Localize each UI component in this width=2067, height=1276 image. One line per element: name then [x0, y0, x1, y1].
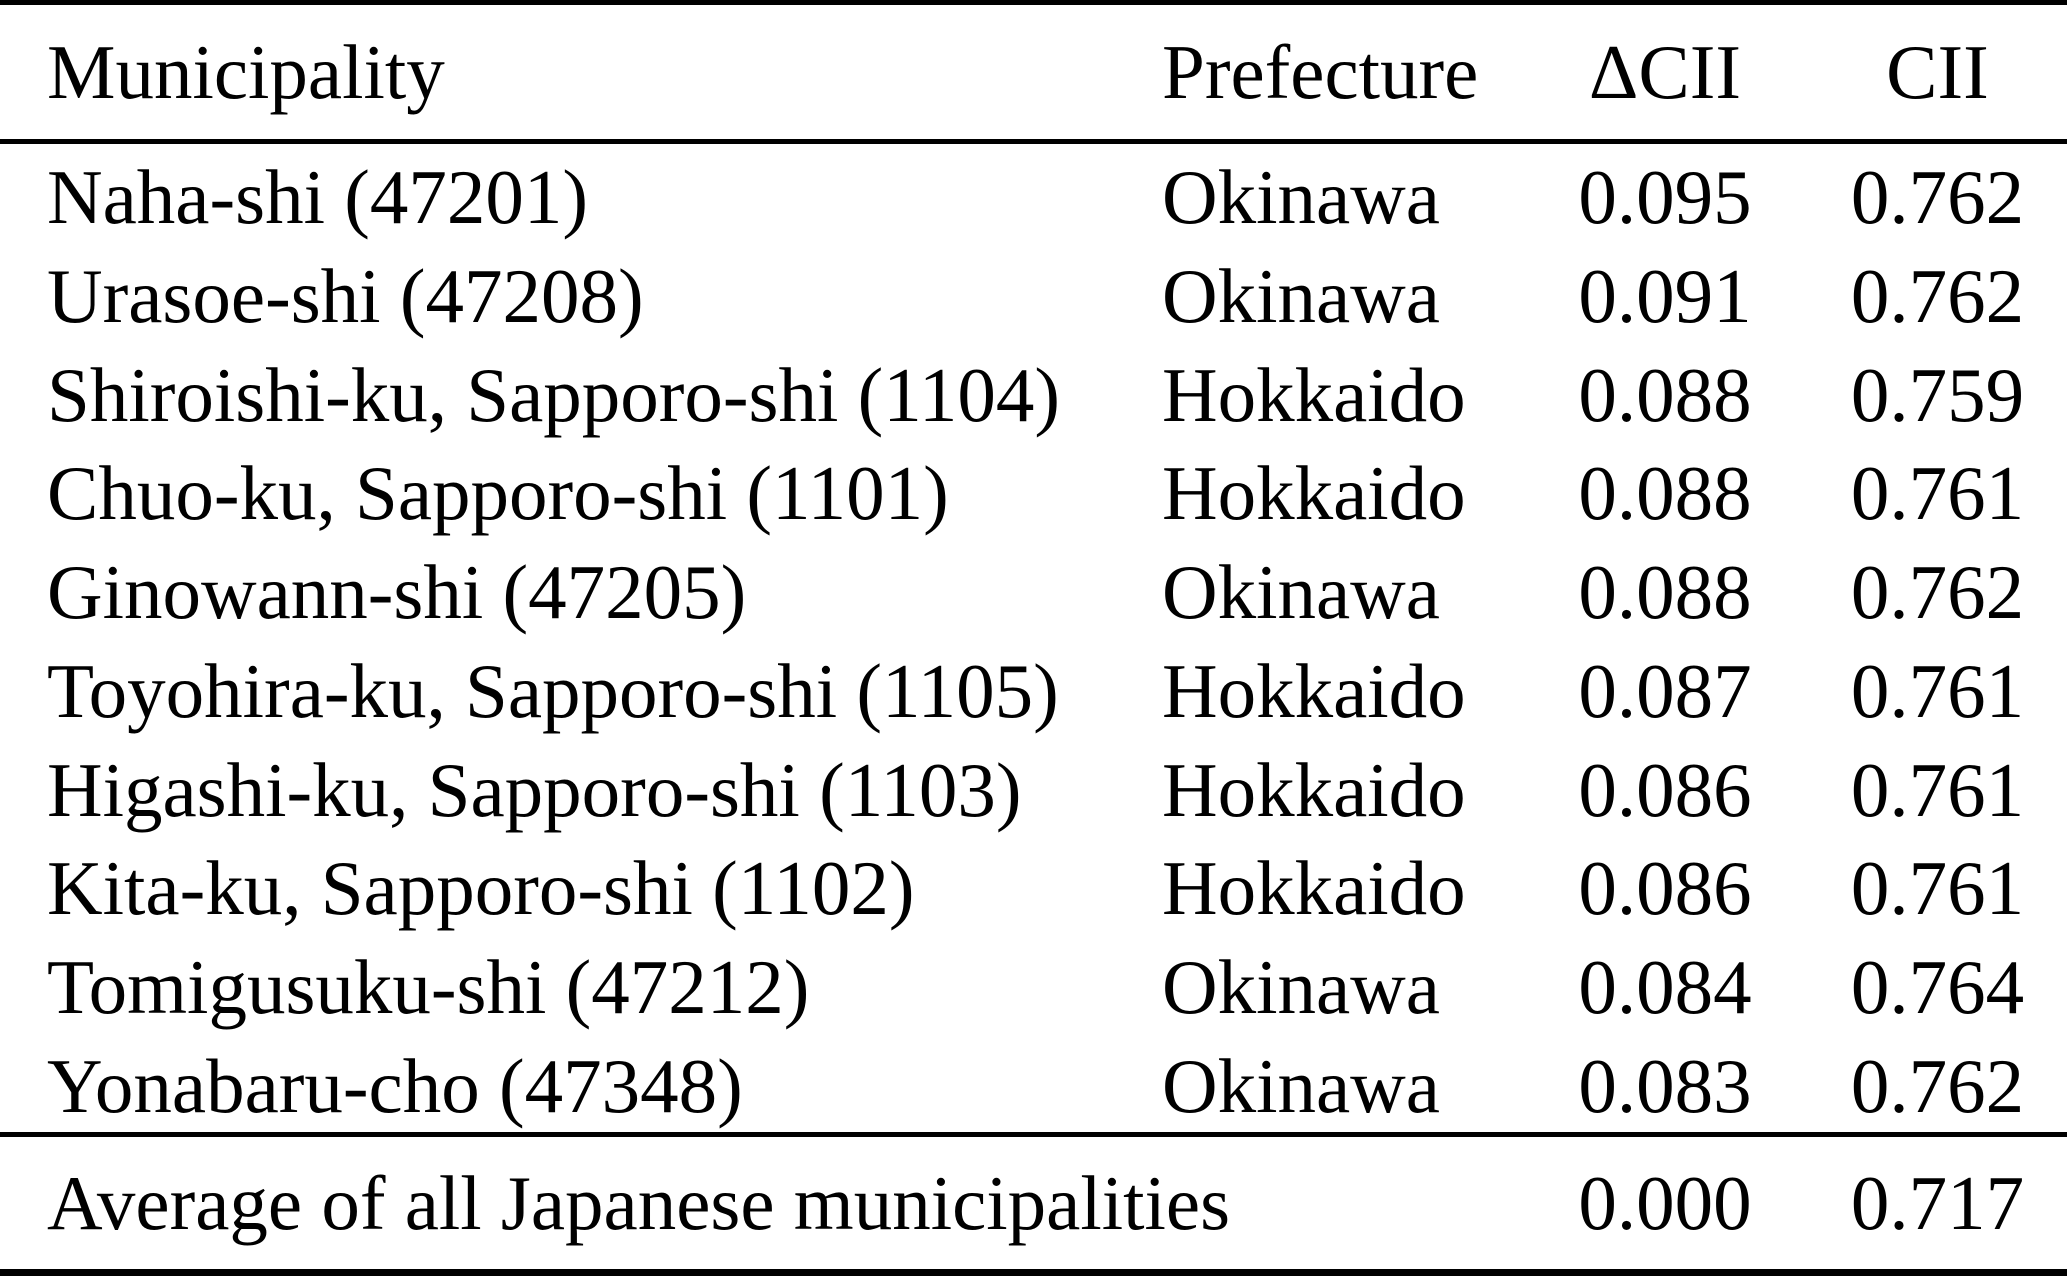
prefecture-cell: Hokkaido — [1162, 845, 1466, 932]
cii-cell: 0.761 — [1850, 450, 2025, 537]
cii-cell: 0.762 — [1850, 549, 2025, 636]
col-header-delta-cii: ΔCII — [1588, 28, 1742, 115]
municipality-cell: Yonabaru-cho (47348) — [47, 1043, 743, 1130]
cii-cell: 0.761 — [1850, 746, 2025, 833]
municipality-cell: Kita-ku, Sapporo-shi (1102) — [47, 845, 915, 932]
col-header-cii: CII — [1886, 28, 1989, 115]
delta-cii-cell: 0.088 — [1578, 450, 1752, 537]
prefecture-cell: Okinawa — [1162, 153, 1440, 240]
table-row: Naha-shi (47201) Okinawa 0.095 0.762 — [0, 142, 2067, 243]
cii-cell: 0.762 — [1850, 1043, 2025, 1130]
municipality-cell: Shiroishi-ku, Sapporo-shi (1104) — [47, 351, 1061, 438]
cii-cell: 0.761 — [1850, 647, 2025, 734]
municipality-cell: Higashi-ku, Sapporo-shi (1103) — [47, 746, 1022, 833]
table-footer-row: Average of all Japanese municipalities 0… — [0, 1134, 2067, 1273]
delta-cii-cell: 0.095 — [1578, 153, 1752, 240]
table-row: Chuo-ku, Sapporo-shi (1101) Hokkaido 0.0… — [0, 440, 2067, 539]
delta-cii-cell: 0.087 — [1578, 647, 1752, 734]
prefecture-cell: Hokkaido — [1162, 647, 1466, 734]
table-body: Naha-shi (47201) Okinawa 0.095 0.762 Ura… — [0, 142, 2067, 1135]
delta-cii-cell: 0.086 — [1578, 746, 1752, 833]
prefecture-cell: Okinawa — [1162, 252, 1440, 339]
table-row: Urasoe-shi (47208) Okinawa 0.091 0.762 — [0, 243, 2067, 342]
municipality-cell: Urasoe-shi (47208) — [47, 252, 644, 339]
cii-cell: 0.762 — [1850, 153, 2025, 240]
cii-cell: 0.759 — [1850, 351, 2025, 438]
table-header-row: Municipality Prefecture ΔCII CII — [0, 3, 2067, 142]
cii-cell: 0.764 — [1850, 944, 2025, 1031]
delta-cii-cell: 0.084 — [1578, 944, 1752, 1031]
col-header-municipality: Municipality — [47, 28, 445, 115]
table-row: Tomigusuku-shi (47212) Okinawa 0.084 0.7… — [0, 934, 2067, 1033]
prefecture-cell: Okinawa — [1162, 549, 1440, 636]
prefecture-cell: Hokkaido — [1162, 351, 1466, 438]
table-row: Toyohira-ku, Sapporo-shi (1105) Hokkaido… — [0, 638, 2067, 737]
delta-cii-cell: 0.091 — [1578, 252, 1752, 339]
table-row: Yonabaru-cho (47348) Okinawa 0.083 0.762 — [0, 1033, 2067, 1134]
prefecture-cell: Hokkaido — [1162, 450, 1466, 537]
delta-cii-cell: 0.086 — [1578, 845, 1752, 932]
table-footer: Average of all Japanese municipalities 0… — [0, 1134, 2067, 1273]
table-row: Shiroishi-ku, Sapporo-shi (1104) Hokkaid… — [0, 342, 2067, 441]
footer-delta-cii: 0.000 — [1578, 1159, 1752, 1246]
table-row: Ginowann-shi (47205) Okinawa 0.088 0.762 — [0, 539, 2067, 638]
municipality-cell: Naha-shi (47201) — [47, 153, 588, 240]
municipality-cell: Chuo-ku, Sapporo-shi (1101) — [47, 450, 949, 537]
cii-cell: 0.761 — [1850, 845, 2025, 932]
municipality-cell: Ginowann-shi (47205) — [47, 549, 747, 636]
municipality-cell: Tomigusuku-shi (47212) — [47, 944, 810, 1031]
delta-cii-cell: 0.088 — [1578, 351, 1752, 438]
table-row: Kita-ku, Sapporo-shi (1102) Hokkaido 0.0… — [0, 836, 2067, 935]
footer-cii: 0.717 — [1850, 1159, 2025, 1246]
col-header-prefecture: Prefecture — [1162, 28, 1479, 115]
delta-cii-cell: 0.083 — [1578, 1043, 1752, 1130]
delta-cii-cell: 0.088 — [1578, 549, 1752, 636]
table-row: Higashi-ku, Sapporo-shi (1103) Hokkaido … — [0, 737, 2067, 836]
footer-label: Average of all Japanese municipalities — [47, 1159, 1231, 1246]
table-header: Municipality Prefecture ΔCII CII — [0, 3, 2067, 142]
municipality-cell: Toyohira-ku, Sapporo-shi (1105) — [47, 647, 1059, 734]
prefecture-cell: Hokkaido — [1162, 746, 1466, 833]
cii-cell: 0.762 — [1850, 252, 2025, 339]
prefecture-cell: Okinawa — [1162, 1043, 1440, 1130]
prefecture-cell: Okinawa — [1162, 944, 1440, 1031]
